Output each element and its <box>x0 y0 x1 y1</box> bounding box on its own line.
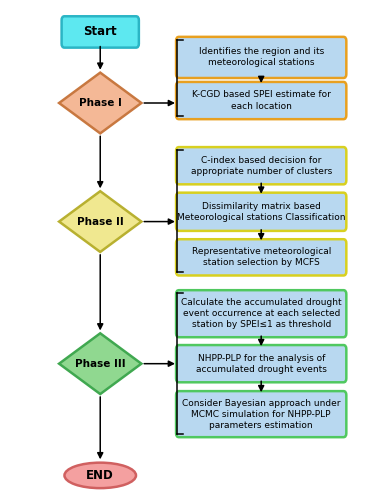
FancyBboxPatch shape <box>176 147 346 184</box>
Ellipse shape <box>65 462 136 488</box>
Text: Phase III: Phase III <box>75 358 126 368</box>
FancyBboxPatch shape <box>176 82 346 119</box>
FancyBboxPatch shape <box>62 16 139 48</box>
Text: END: END <box>87 469 114 482</box>
Text: Representative meteorological
station selection by MCFS: Representative meteorological station se… <box>192 248 331 268</box>
Text: Start: Start <box>84 26 117 38</box>
Text: C-index based decision for
appropriate number of clusters: C-index based decision for appropriate n… <box>191 156 332 176</box>
Text: Identifies the region and its
meteorological stations: Identifies the region and its meteorolog… <box>199 48 324 68</box>
Text: NHPP-PLP for the analysis of
accumulated drought events: NHPP-PLP for the analysis of accumulated… <box>196 354 327 374</box>
Polygon shape <box>59 334 141 394</box>
Text: Calculate the accumulated drought
event occurrence at each selected
station by S: Calculate the accumulated drought event … <box>181 298 342 330</box>
FancyBboxPatch shape <box>176 239 346 276</box>
Polygon shape <box>59 191 141 252</box>
FancyBboxPatch shape <box>176 345 346 383</box>
FancyBboxPatch shape <box>176 192 346 231</box>
Text: Dissimilarity matrix based
Meteorological stations Classification: Dissimilarity matrix based Meteorologica… <box>177 202 345 222</box>
FancyBboxPatch shape <box>176 391 346 437</box>
FancyBboxPatch shape <box>176 290 346 337</box>
Text: Phase II: Phase II <box>77 216 124 226</box>
FancyBboxPatch shape <box>176 37 346 78</box>
Text: Consider Bayesian approach under
MCMC simulation for NHPP-PLP
parameters estimat: Consider Bayesian approach under MCMC si… <box>182 398 341 430</box>
Text: K-CGD based SPEI estimate for
each location: K-CGD based SPEI estimate for each locat… <box>192 90 331 110</box>
Polygon shape <box>59 72 141 134</box>
Text: Phase I: Phase I <box>79 98 122 108</box>
